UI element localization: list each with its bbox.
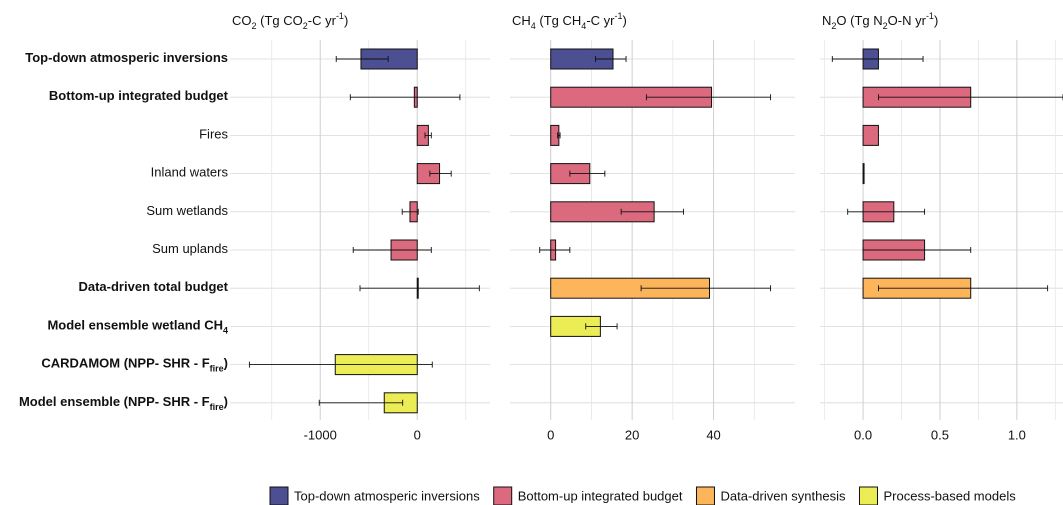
x-tick-label: 20: [625, 427, 639, 442]
text-part: CH: [512, 13, 531, 28]
text-part: Model ensemble (NPP- SHR - F: [19, 394, 210, 409]
axis-title: CH4 (Tg CH4-C yr-1): [512, 11, 627, 31]
text-part: -C yr: [308, 13, 337, 28]
text-part: Sum wetlands: [146, 203, 228, 218]
subscript: fire: [210, 364, 224, 374]
row-label: Fires: [199, 127, 228, 142]
superscript: -1: [614, 11, 622, 21]
text-part: Inland waters: [151, 165, 229, 180]
error-bar: [847, 208, 926, 215]
error-bar: [640, 285, 772, 292]
x-tick-label: 0: [414, 427, 421, 442]
bar: [862, 124, 879, 146]
error-bar: [831, 56, 924, 62]
error-bar: [318, 399, 404, 406]
error-bar: [862, 247, 972, 253]
superscript: -1: [926, 11, 934, 21]
legend-label: Data-driven synthesis: [720, 488, 845, 503]
text-part: ): [934, 13, 938, 28]
error-bar: [429, 170, 452, 177]
error-bar: [352, 247, 432, 253]
error-bar: [645, 94, 772, 101]
error-bar: [557, 132, 561, 139]
legend-swatch: [269, 486, 289, 505]
row-label: Sum wetlands: [146, 203, 228, 218]
row-label: CARDAMOM (NPP- SHR - Ffire): [41, 356, 228, 374]
text-part: -C yr: [586, 13, 615, 28]
error-bar: [359, 285, 480, 292]
error-bar: [585, 323, 618, 330]
x-tick-label: 40: [706, 427, 720, 442]
text-part: CO: [232, 13, 252, 28]
axis-title: N2O (Tg N2O-N yr-1): [822, 11, 938, 31]
text-part: ): [344, 13, 348, 28]
text-part: Data-driven total budget: [78, 280, 228, 295]
text-part: Fires: [199, 127, 228, 142]
legend-swatch: [858, 486, 878, 505]
x-tick-label: 0.5: [931, 427, 949, 442]
row-label: Data-driven total budget: [78, 280, 228, 295]
bar: [862, 163, 865, 185]
row-label: Model ensemble wetland CH4: [47, 318, 228, 336]
error-bar: [877, 94, 1063, 101]
error-bar: [401, 208, 419, 215]
legend-swatch: [695, 486, 715, 505]
row-label: Model ensemble (NPP- SHR - Ffire): [19, 394, 228, 412]
x-tick-label: 0: [547, 427, 554, 442]
subscript: 2: [831, 21, 836, 31]
text-part: N: [822, 13, 831, 28]
subscript: 2: [883, 21, 888, 31]
text-part: CARDAMOM (NPP- SHR - F: [41, 356, 209, 371]
x-tick-label: -1000: [304, 427, 337, 442]
text-part: Top-down atmosperic inversions: [25, 50, 228, 65]
error-bar: [424, 132, 432, 139]
subscript: fire: [210, 402, 224, 412]
text-part: ): [224, 394, 228, 409]
text-part: (Tg CO: [257, 13, 303, 28]
text-part: ): [623, 13, 627, 28]
subscript: 4: [581, 21, 586, 31]
subscript: 4: [223, 326, 228, 336]
text-part: ): [224, 356, 228, 371]
row-label: Sum uplands: [152, 241, 228, 256]
subscript: 4: [531, 21, 536, 31]
error-bar: [248, 361, 433, 368]
error-bar: [877, 285, 1049, 292]
text-part: Model ensemble wetland CH: [47, 318, 223, 333]
text-part: Bottom-up integrated budget: [49, 89, 229, 104]
text-part: O-N yr: [888, 13, 927, 28]
superscript: -1: [336, 11, 344, 21]
error-bar: [595, 56, 627, 62]
text-part: O (Tg N: [836, 13, 882, 28]
row-label: Top-down atmosperic inversions: [25, 50, 228, 65]
axis-title: CO2 (Tg CO2-C yr-1): [232, 11, 348, 31]
legend-swatch: [493, 486, 513, 505]
text-part: (Tg CH: [536, 13, 582, 28]
subscript: 2: [252, 21, 257, 31]
x-tick-label: 1.0: [1008, 427, 1026, 442]
error-bar: [539, 247, 571, 253]
legend-label: Process-based models: [883, 488, 1016, 503]
error-bar: [620, 208, 684, 215]
text-part: Sum uplands: [152, 241, 228, 256]
legend-label: Bottom-up integrated budget: [518, 488, 683, 503]
subscript: 2: [303, 21, 308, 31]
row-label: Inland waters: [151, 165, 229, 180]
error-bar: [349, 94, 461, 101]
x-tick-label: 0.0: [854, 427, 872, 442]
legend-label: Top-down atmosperic inversions: [294, 488, 480, 503]
error-bar: [335, 56, 389, 62]
row-label: Bottom-up integrated budget: [49, 89, 229, 104]
error-bar: [569, 170, 606, 177]
